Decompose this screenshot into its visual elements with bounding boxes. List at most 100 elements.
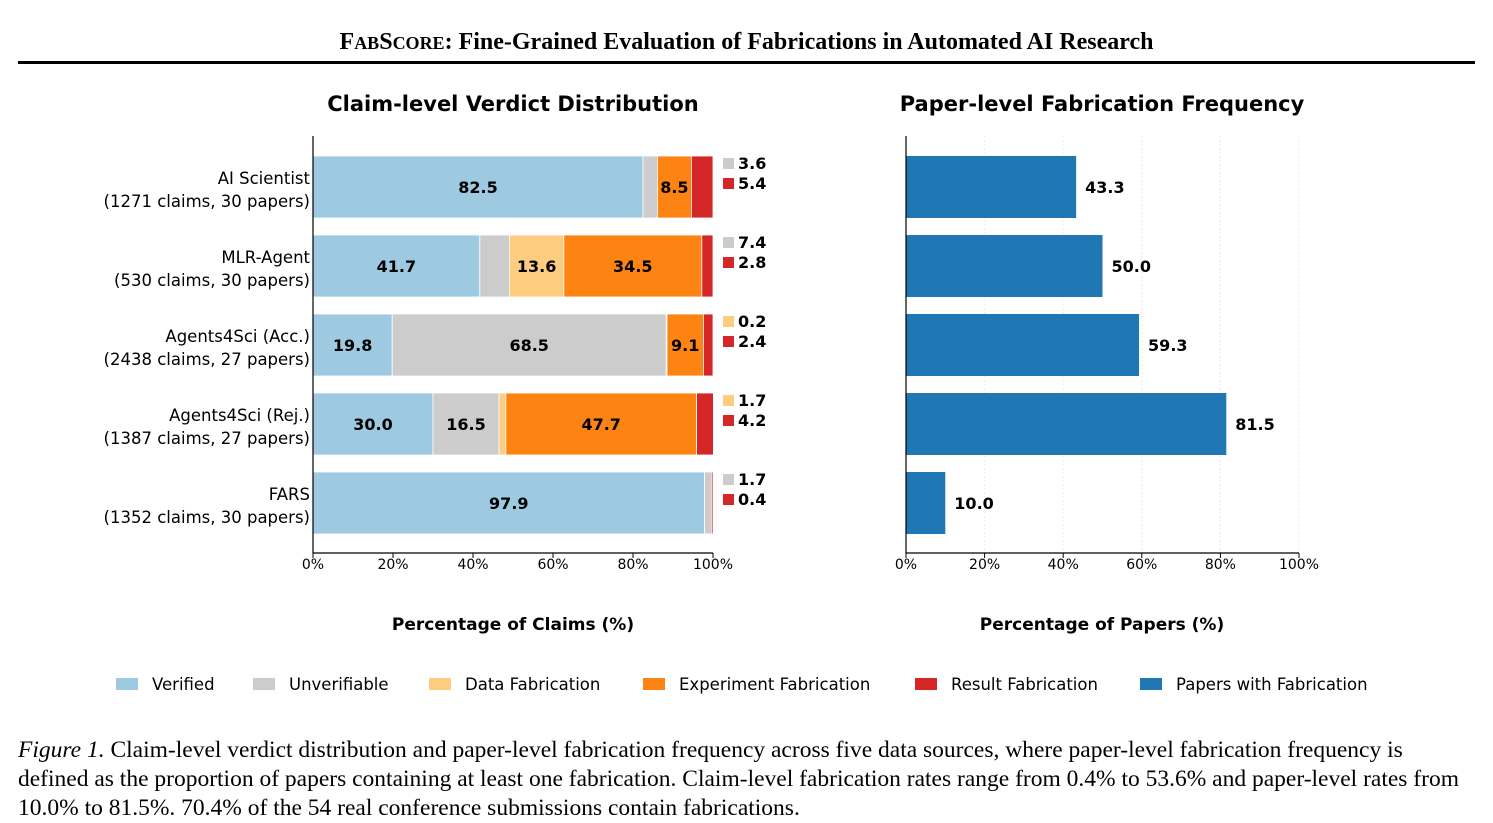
bar-segment-data-fabrication [508,234,565,298]
caption-text: Claim-level verdict distribution and pap… [18,737,1459,821]
category-sublabel: (2438 claims, 27 papers) [104,350,310,369]
side-value-label: 0.2 [738,312,766,331]
x-tick-label: 80% [617,557,648,573]
bar-segment-result-fabrication [691,155,714,219]
figure-legend: Verified Unverifiable Data Fabrication Expe… [116,675,1368,694]
side-label-swatch [723,237,734,248]
bar-segment-result-fabrication [703,313,714,377]
side-label-swatch [723,316,734,327]
category-label: FARS [269,485,310,504]
bar-segment-unverifiable [642,155,658,219]
claim-chart-bars: 82.5 8.5 3.65.4 41.7 13.6 34.5 7.42.8 19.8 68.5 9… [312,154,766,535]
segment-value-label: 9.1 [671,336,699,355]
legend-label: Data Fabrication [465,675,600,694]
paper-chart-title: Paper-level Fabrication Frequency [900,92,1305,116]
x-tick-label: 100% [693,557,733,573]
bar-segment-verified [312,155,644,219]
paper-bar-value-label: 81.5 [1235,415,1274,434]
header-rule [18,61,1475,64]
side-value-label: 7.4 [738,233,766,252]
legend-swatch [429,678,451,690]
side-value-label: 4.2 [738,411,766,430]
side-label-swatch [723,257,734,268]
segment-value-label: 97.9 [489,494,528,513]
category-sublabel: (1271 claims, 30 papers) [104,192,310,211]
segment-value-label: 13.6 [517,257,556,276]
x-tick-label: 20% [377,557,408,573]
side-label-swatch [723,415,734,426]
segment-value-label: 82.5 [458,178,497,197]
legend-label: Result Fabrication [951,675,1098,694]
segment-value-label: 19.8 [333,336,372,355]
paper-bar [906,156,1077,218]
legend-label: Verified [152,675,215,694]
x-tick-label: 100% [1279,557,1319,573]
bar-segment-verified [312,392,434,456]
paper-bar-value-label: 43.3 [1085,178,1124,197]
category-label: Agents4Sci (Rej.) [169,406,310,425]
segment-value-label: 30.0 [353,415,392,434]
x-tick-label: 60% [537,557,568,573]
side-value-label: 1.7 [738,391,766,410]
category-label: MLR-Agent [221,248,310,267]
bar-segment-verified [312,313,393,377]
figure-1: Claim-level Verdict Distribution 82.5 8.5… [104,92,1368,694]
category-label: AI Scientist [218,169,311,188]
caption-figure-label: Figure 1. [18,737,105,763]
legend-swatch [915,678,937,690]
paper-bar [906,314,1140,376]
figure-caption: Figure 1. Claim-level verdict distributi… [18,736,1478,823]
side-value-label: 2.4 [738,332,766,351]
side-label-swatch [723,336,734,347]
paper-bar [906,235,1103,297]
paper-running-header: FABSCORE: Fine-Grained Evaluation of Fab… [18,27,1475,58]
bar-segment-experiment-fabrication [505,392,697,456]
side-value-label: 5.4 [738,174,766,193]
paper-bar [906,393,1227,455]
side-value-label: 1.7 [738,470,766,489]
bar-segment-unverifiable [391,313,667,377]
x-tick-label: 60% [1126,557,1157,573]
x-tick-label: 20% [969,557,1000,573]
x-tick-label: 0% [895,557,917,573]
bar-segment-experiment-fabrication [666,313,704,377]
side-label-swatch [723,178,734,189]
category-label: Agents4Sci (Acc.) [165,327,310,346]
legend-swatch [643,678,665,690]
legend-label: Papers with Fabrication [1176,675,1368,694]
paper-chart-axes: 0% 20% 40% 60% 80% 100% [895,136,1319,573]
legend-swatch [1140,678,1162,690]
category-sublabel: (530 claims, 30 papers) [114,271,310,290]
x-tick-label: 40% [457,557,488,573]
claim-chart-axes: 0% 20% 40% 60% 80% 100% AI Scientist (1271 clai… [104,136,733,573]
bar-segment-result-fabrication [696,392,714,456]
side-label-swatch [723,494,734,505]
segment-value-label: 47.7 [581,415,620,434]
segment-value-label: 8.5 [660,178,688,197]
legend-label: Unverifiable [289,675,389,694]
paper-bar [906,472,946,534]
legend-swatch [116,678,138,690]
bar-segment-result-fabrication [711,471,714,535]
x-tick-label: 40% [1048,557,1079,573]
side-label-swatch [723,395,734,406]
paper-level-chart: Paper-level Fabrication Frequency 43.3 50… [895,92,1319,635]
paper-bar-value-label: 59.3 [1148,336,1187,355]
side-value-label: 0.4 [738,490,766,509]
bar-segment-result-fabrication [701,234,714,298]
side-value-label: 2.8 [738,253,766,272]
bar-segment-verified [312,471,706,535]
paper-bar-value-label: 50.0 [1112,257,1151,276]
segment-value-label: 16.5 [446,415,485,434]
claim-chart-xlabel: Percentage of Claims (%) [392,615,634,635]
side-label-swatch [723,158,734,169]
x-tick-label: 80% [1205,557,1236,573]
side-label-swatch [723,474,734,485]
paper-title: FABSCORE: Fine-Grained Evaluation of Fab… [339,29,1154,55]
segment-value-label: 34.5 [613,257,652,276]
bar-segment-experiment-fabrication [657,155,692,219]
bar-segment-experiment-fabrication [563,234,703,298]
segment-value-label: 68.5 [509,336,548,355]
paper-chart-xlabel: Percentage of Papers (%) [980,615,1224,635]
bar-segment-data-fabrication [498,392,507,456]
